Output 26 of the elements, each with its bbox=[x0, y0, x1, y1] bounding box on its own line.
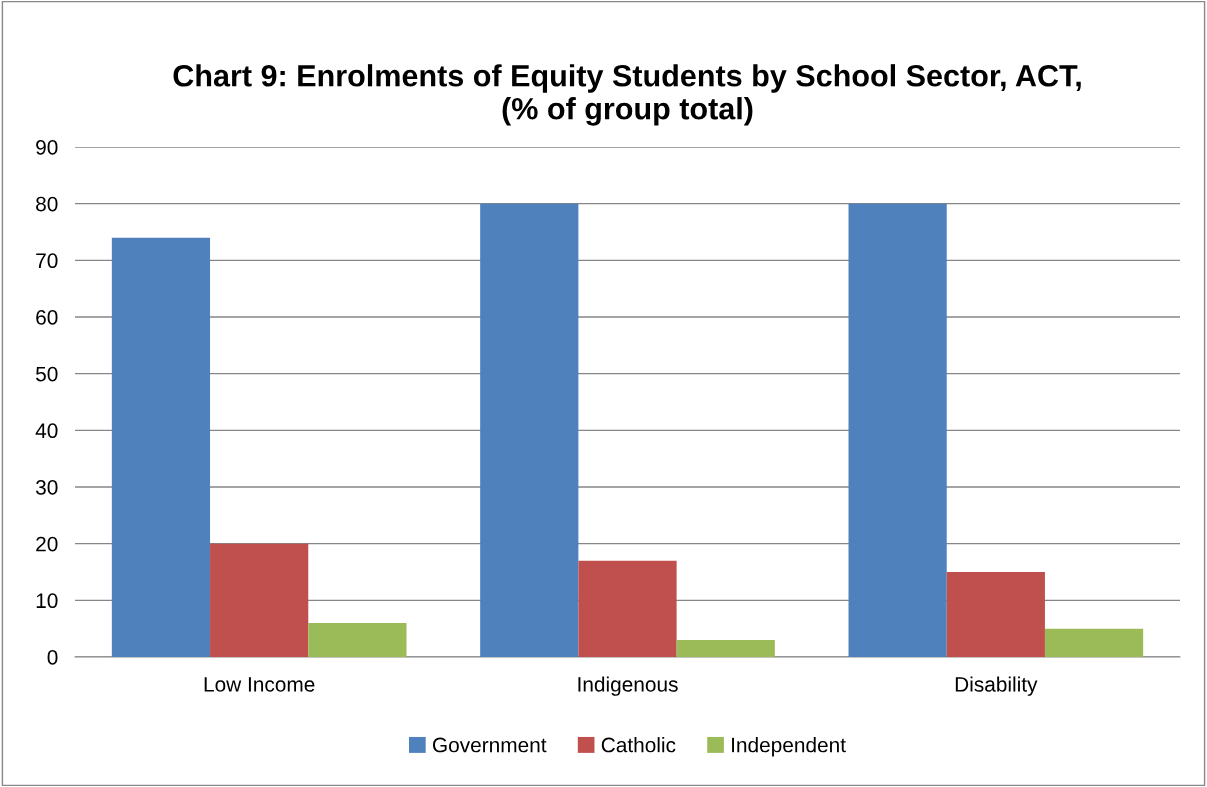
y-tick-label: 70 bbox=[36, 253, 58, 269]
bar bbox=[1044, 628, 1144, 657]
legend-label: Government bbox=[432, 737, 547, 753]
legend-label: Catholic bbox=[601, 737, 676, 753]
y-tick-label: 20 bbox=[36, 536, 58, 552]
x-tick-label: Disability bbox=[955, 676, 1038, 696]
bar bbox=[210, 543, 309, 657]
x-tick-label: Indigenous bbox=[578, 676, 678, 696]
y-tick-label: 0 bbox=[47, 650, 58, 665]
y-tick-label: 10 bbox=[36, 593, 58, 609]
bar bbox=[480, 203, 579, 657]
bar bbox=[308, 623, 407, 657]
chart-title: Chart 9: Enrolments of Equity Students by School Sector, ACT, (% of group total) bbox=[173, 64, 1081, 126]
bar bbox=[848, 203, 947, 657]
y-tick-label: 50 bbox=[36, 366, 58, 382]
y-tick-label: 90 bbox=[36, 140, 58, 155]
y-tick-label: 30 bbox=[35, 480, 58, 495]
y-tick-label: 40 bbox=[35, 423, 58, 439]
x-tick-label: Low Income bbox=[204, 677, 315, 692]
y-tick-label: 60 bbox=[36, 310, 58, 325]
legend-label: Independent bbox=[732, 737, 846, 757]
bar bbox=[578, 560, 677, 657]
bar bbox=[111, 237, 211, 657]
bar bbox=[946, 572, 1045, 657]
bar bbox=[676, 640, 775, 657]
y-tick-label: 80 bbox=[36, 196, 58, 212]
